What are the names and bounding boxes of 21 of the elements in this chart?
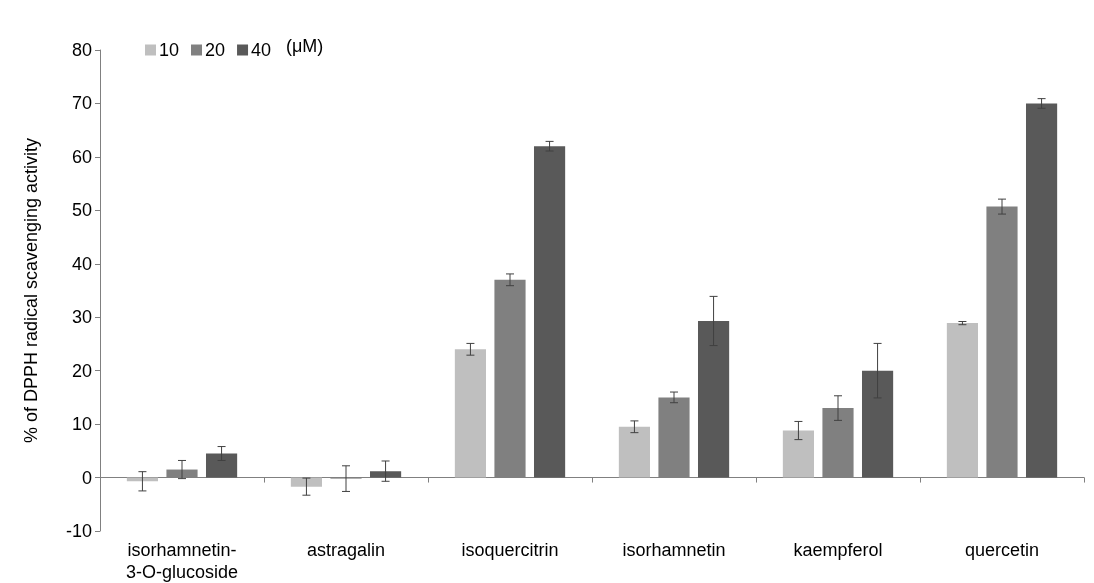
y-tick-label: -10: [65, 521, 92, 541]
x-tick-label: isorhamnetin- 3-O-glucoside: [125, 540, 239, 582]
x-tick-label: isorhamnetin: [622, 540, 726, 560]
x-tick-label: quercetin: [964, 540, 1040, 560]
y-tick-label: 60: [71, 146, 92, 167]
y-axis-title: % of DPPH radical scavenging activity: [21, 137, 41, 444]
x-tick-label: astragalin: [306, 540, 386, 560]
y-tick-label: 40: [71, 253, 92, 274]
x-tick-label: isoquercitrin: [461, 540, 559, 560]
y-tick-label: 20: [71, 360, 92, 381]
legend-title: (μM): [286, 36, 324, 56]
y-tick-label: 30: [71, 307, 92, 328]
legend-label: 40: [251, 40, 272, 60]
legend-label: 20: [205, 40, 226, 60]
y-tick-label: 50: [71, 200, 92, 221]
y-tick-label: 80: [71, 40, 92, 60]
legend-label: 10: [159, 40, 180, 60]
y-tick-label: 70: [71, 93, 92, 114]
y-tick-label: 0: [81, 467, 92, 488]
y-tick-label: 10: [71, 414, 92, 435]
x-tick-label: kaempferol: [793, 540, 883, 560]
